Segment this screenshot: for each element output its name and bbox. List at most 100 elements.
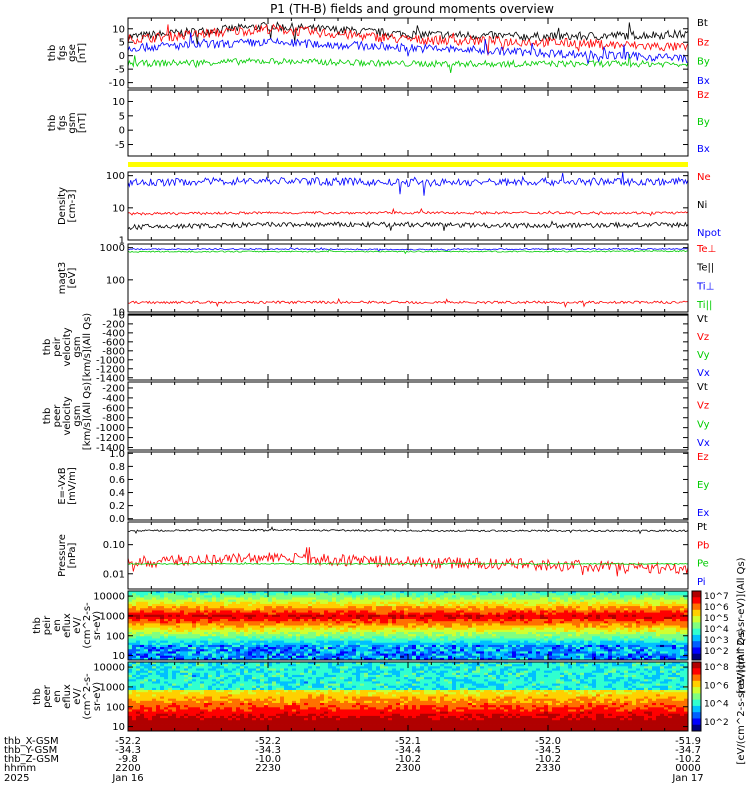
spectrogram-cell: [380, 634, 385, 637]
spectrogram-cell: [304, 591, 309, 594]
spectrogram-cell: [184, 608, 189, 611]
spectrogram-cell: [232, 621, 237, 624]
spectrogram-cell: [408, 647, 413, 650]
series-line-By: [127, 53, 689, 73]
spectrogram-cell: [280, 631, 285, 635]
spectrogram-cell: [180, 640, 185, 644]
spectrogram-cell: [456, 638, 461, 641]
spectrogram-cell: [592, 601, 597, 605]
spectrogram-cell: [380, 621, 385, 624]
spectrogram-cell: [336, 638, 341, 641]
spectrogram-cell: [208, 649, 213, 652]
spectrogram-cell: [652, 591, 657, 594]
spectrogram-cell: [584, 636, 589, 639]
spectrogram-cell: [640, 599, 645, 603]
spectrogram-cell: [632, 621, 637, 624]
spectrogram-cell: [476, 621, 481, 624]
spectrogram-cell: [136, 657, 141, 661]
spectrogram-cell: [592, 610, 597, 613]
spectrogram-cell: [448, 636, 453, 639]
spectrogram-cell: [280, 593, 285, 596]
spectrogram-cell: [132, 608, 137, 611]
spectrogram-cell: [672, 610, 677, 613]
spectrogram-cell: [388, 636, 393, 639]
spectrogram-cell: [564, 657, 569, 661]
spectrogram-cell: [656, 608, 661, 611]
spectrogram-cell: [236, 606, 241, 609]
spectrogram-cell: [336, 627, 341, 631]
spectrogram-cell: [640, 649, 645, 652]
spectrogram-cell: [564, 614, 569, 618]
spectrogram-cell: [608, 603, 613, 607]
spectrogram-cell: [324, 657, 329, 661]
spectrogram-cell: [436, 593, 441, 596]
spectrogram-cell: [216, 610, 221, 613]
spectrogram-cell: [320, 634, 325, 637]
spectrogram-cell: [272, 647, 277, 650]
spectrogram-cell: [656, 601, 661, 605]
spectrogram-cell: [220, 625, 225, 629]
legend-label: Ti||: [696, 300, 712, 311]
spectrogram-cell: [620, 638, 625, 641]
spectrogram-cell: [592, 647, 597, 650]
spectrogram-cell: [352, 595, 357, 598]
spectrogram-cell: [652, 621, 657, 624]
spectrogram-cell: [264, 599, 269, 603]
spectrogram-cell: [612, 649, 617, 652]
spectrogram-cell: [344, 619, 349, 622]
spectrogram-cell: [296, 627, 301, 631]
spectrogram-cell: [424, 601, 429, 605]
spectrogram-cell: [476, 629, 481, 633]
spectrogram-cell: [616, 614, 621, 618]
spectrogram-cell: [480, 651, 485, 654]
spectrogram-cell: [396, 603, 401, 607]
spectrogram-cell: [632, 627, 637, 631]
spectrogram-cell: [344, 591, 349, 594]
spectrogram-cell: [540, 634, 545, 637]
spectrogram-cell: [204, 638, 209, 641]
spectrogram-cell: [336, 614, 341, 618]
spectrogram-cell: [436, 621, 441, 624]
spectrogram-cell: [160, 625, 165, 629]
spectrogram-cell: [404, 655, 409, 659]
spectrogram-cell: [168, 610, 173, 613]
spectrogram-cell: [128, 599, 133, 603]
spectrogram-cell: [628, 625, 633, 629]
spectrogram-cell: [668, 638, 673, 641]
spectrogram-cell: [256, 653, 261, 657]
spectrogram-cell: [616, 638, 621, 641]
spectrogram-cell: [512, 655, 517, 659]
spectrogram-cell: [596, 616, 601, 620]
panel-peir_vel: VtVzVyVx0-200-400-600-800-1000-1200-1400…: [42, 310, 710, 384]
spectrogram-cell: [168, 653, 173, 657]
spectrogram-cell: [328, 642, 333, 646]
spectrogram-cell: [196, 653, 201, 657]
spectrogram-cell: [296, 651, 301, 654]
spectrogram-cell: [144, 603, 149, 607]
spectrogram-cell: [412, 603, 417, 607]
spectrogram-cell: [404, 653, 409, 657]
spectrogram-cell: [532, 629, 537, 633]
spectrogram-cell: [336, 647, 341, 650]
spectrogram-cell: [324, 636, 329, 639]
spectrogram-cell: [604, 601, 609, 605]
spectrogram-cell: [660, 636, 665, 639]
spectrogram-cell: [652, 647, 657, 650]
spectrogram-cell: [252, 623, 257, 626]
spectrogram-cell: [552, 623, 557, 626]
spectrogram-cell: [440, 606, 445, 609]
spectrogram-cell: [592, 625, 597, 629]
spectrogram-cell: [636, 640, 641, 644]
spectrogram-cell: [624, 623, 629, 626]
spectrogram-cell: [576, 612, 581, 616]
spectrogram-cell: [520, 595, 525, 598]
spectrogram-cell: [144, 601, 149, 605]
spectrogram-cell: [652, 636, 657, 639]
y-axis-label: fgs: [57, 115, 68, 130]
spectrogram-cell: [276, 601, 281, 605]
spectrogram-cell: [484, 612, 489, 616]
spectrogram-cell: [336, 621, 341, 624]
spectrogram-cell: [284, 649, 289, 652]
spectrogram-cell: [436, 603, 441, 607]
spectrogram-cell: [544, 636, 549, 639]
